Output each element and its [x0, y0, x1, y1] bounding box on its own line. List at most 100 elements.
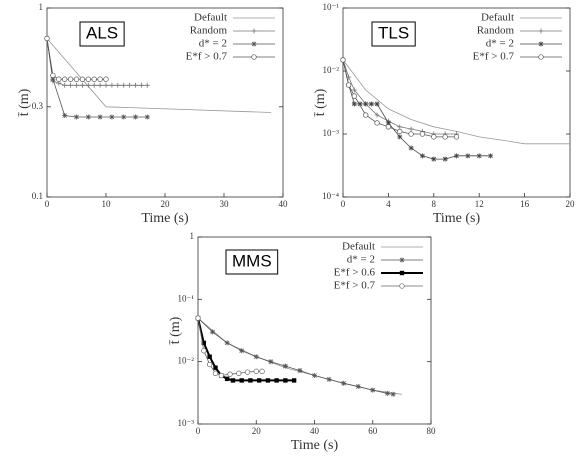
x-tick-label: 8	[432, 199, 437, 209]
point-marker	[67, 76, 74, 82]
point-marker	[230, 378, 236, 383]
y-tick-label: 10⁻³	[323, 128, 340, 138]
point-marker	[454, 153, 459, 159]
legend-marker	[538, 54, 544, 60]
x-axis-label: Time (s)	[433, 211, 481, 226]
x-tick-label: 80	[427, 426, 437, 436]
series-line	[342, 59, 570, 145]
point-marker	[97, 76, 103, 82]
point-marker	[144, 114, 150, 120]
point-marker	[282, 363, 288, 369]
legend-label: d* = 2	[199, 38, 227, 50]
legend-marker	[399, 257, 405, 263]
legend-label: Default	[481, 12, 514, 24]
point-marker	[256, 378, 262, 383]
x-tick-label: 0	[196, 426, 201, 436]
point-marker	[79, 76, 86, 82]
point-marker	[253, 368, 259, 374]
point-marker	[357, 101, 363, 107]
annotation-box	[225, 249, 279, 275]
x-tick-label: 40	[279, 199, 289, 209]
point-marker	[431, 134, 437, 140]
point-marker	[138, 82, 144, 88]
y-tick-label: 10⁻¹	[178, 293, 195, 303]
point-marker	[109, 114, 115, 120]
point-marker	[103, 82, 109, 88]
point-marker	[73, 76, 80, 82]
point-marker	[227, 371, 233, 377]
point-marker	[341, 380, 347, 386]
point-marker	[244, 369, 251, 375]
point-marker	[419, 153, 425, 159]
y-tick-label: 10⁻⁴	[322, 191, 339, 201]
point-marker	[431, 156, 437, 162]
x-tick-label: 0	[45, 199, 50, 209]
point-marker	[408, 131, 414, 137]
point-marker	[351, 93, 358, 99]
point-marker	[291, 378, 297, 383]
point-marker	[97, 114, 103, 120]
y-tick-label: 0.1	[32, 191, 43, 201]
series-line	[46, 38, 148, 118]
legend-marker	[399, 283, 405, 289]
series-line	[197, 317, 402, 395]
point-marker	[351, 101, 357, 107]
y-tick-label: 10⁻¹	[323, 2, 340, 12]
point-marker	[368, 101, 374, 107]
point-marker	[283, 378, 288, 383]
point-marker	[248, 378, 253, 383]
legend-marker	[538, 41, 544, 47]
point-marker	[144, 82, 150, 88]
point-marker	[212, 370, 219, 376]
annotation: MMS	[232, 251, 272, 270]
x-tick-label: 20	[566, 199, 576, 209]
legend-marker	[538, 28, 544, 34]
point-marker	[390, 391, 396, 397]
point-marker	[268, 359, 274, 365]
point-marker	[213, 365, 218, 370]
point-marker	[465, 153, 471, 159]
x-tick-label: 16	[520, 199, 530, 209]
y-tick-label: 0.3	[32, 101, 44, 111]
point-marker	[127, 82, 133, 88]
point-marker	[85, 76, 91, 82]
x-tick-label: 0	[341, 199, 346, 209]
legend-label: Random	[477, 25, 515, 37]
legend-marker	[251, 54, 257, 60]
point-marker	[476, 153, 482, 159]
point-marker	[355, 383, 361, 389]
legend-label: Default	[194, 12, 227, 24]
point-marker	[326, 376, 332, 382]
annotation-box	[79, 21, 125, 47]
point-marker	[397, 124, 403, 130]
legend-label: Default	[342, 241, 375, 253]
legend-marker	[251, 28, 257, 34]
point-marker	[115, 82, 121, 88]
legend-marker	[399, 270, 405, 276]
point-marker	[91, 76, 97, 82]
point-marker	[488, 153, 494, 159]
point-marker	[133, 114, 138, 120]
y-axis-label: t̄ (m)	[168, 316, 183, 345]
x-tick-label: 4	[386, 199, 391, 209]
series-line	[342, 59, 491, 160]
series-line	[46, 38, 272, 113]
point-marker	[384, 390, 390, 396]
legend-marker	[251, 41, 257, 47]
point-marker	[56, 76, 62, 82]
point-marker	[363, 112, 369, 118]
point-marker	[385, 120, 391, 126]
point-marker	[44, 35, 50, 42]
point-marker	[91, 82, 97, 88]
annotation: TLS	[378, 23, 409, 42]
point-marker	[408, 126, 414, 132]
y-tick-label: 10⁻²	[178, 356, 195, 366]
x-tick-label: 20	[252, 426, 262, 436]
legend-label: E*f > 0.6	[334, 267, 376, 279]
y-tick-label: 1	[190, 231, 195, 241]
point-marker	[210, 329, 216, 335]
point-marker	[121, 114, 127, 120]
point-marker	[218, 372, 224, 379]
y-tick-label: 10⁻³	[178, 418, 195, 428]
